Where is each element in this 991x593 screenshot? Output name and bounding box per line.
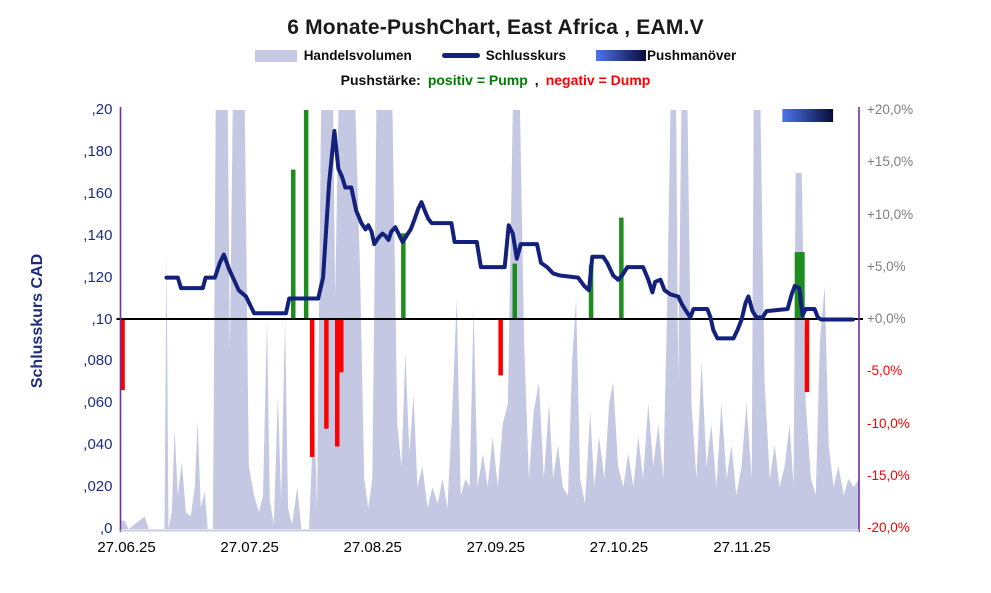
right-axis-tick-label: -10,0% — [867, 415, 910, 431]
left-axis-tick-label: ,20 — [91, 101, 113, 118]
x-axis-tick-label: 27.09.25 — [466, 539, 525, 556]
page-title: 6 Monate-PushChart, East Africa , EAM.V — [287, 16, 704, 39]
left-axis-tick-label: ,080 — [83, 352, 113, 370]
dump-bar — [335, 320, 340, 447]
dump-label: negativ = Dump — [545, 72, 651, 88]
left-axis-tick-label: ,160 — [83, 184, 113, 202]
left-axis-tick-label: ,180 — [83, 142, 113, 160]
x-axis-tick-label: 27.10.25 — [589, 539, 649, 556]
x-axis-tick-label: 27.11.25 — [713, 539, 771, 556]
x-axis-tick-label: 27.08.25 — [343, 539, 402, 556]
right-axis-tick-label: +15,0% — [867, 154, 914, 170]
volume-area — [120, 110, 859, 529]
legend-close-label: Schlusskurs — [485, 48, 567, 63]
pump-bar — [512, 263, 517, 319]
left-axis-tick-label: ,10 — [91, 310, 113, 328]
legend-item-close: Schlusskurs — [441, 48, 567, 63]
right-axis-tick-label: +10,0% — [867, 206, 914, 222]
volume-swatch-icon — [254, 49, 297, 62]
left-axis-tick-label: ,040 — [83, 436, 113, 454]
push-strength-prefix: Pushstärke: — [340, 72, 421, 88]
x-axis-tick-label: 27.06.25 — [97, 539, 156, 556]
dump-bar — [309, 320, 315, 457]
dump-bar — [804, 320, 810, 393]
push-gradient-swatch-icon — [596, 50, 647, 61]
legend: Handelsvolumen Schlusskurs Pushmanöver — [0, 48, 991, 63]
dump-bar — [339, 320, 344, 373]
x-axis-tick-label: 27.07.25 — [220, 539, 279, 556]
left-axis-tick-label: ,140 — [83, 226, 113, 244]
right-axis-tick-label: -5,0% — [867, 363, 903, 379]
legend-item-push: Pushmanöver — [596, 48, 736, 63]
dump-bar — [120, 320, 125, 391]
close-price-line — [164, 129, 855, 341]
right-axis-tick-label: -15,0% — [867, 467, 910, 483]
right-axis-tick-label: +5,0% — [867, 258, 906, 274]
close-line-swatch-icon — [441, 53, 480, 58]
pump-label: positiv = Pump — [427, 72, 528, 88]
push-marker — [782, 109, 834, 122]
pump-bar — [303, 110, 309, 319]
right-axis-tick-label: -20,0% — [867, 520, 910, 535]
pump-bar — [401, 233, 406, 319]
pump-bar — [794, 252, 805, 319]
left-axis-tick-label: ,020 — [83, 478, 113, 496]
legend-push-label: Pushmanöver — [647, 48, 737, 63]
pump-bar — [588, 264, 594, 319]
push-strength-legend: Pushstärke: positiv = Pump, negativ = Du… — [0, 72, 991, 88]
legend-volume-label: Handelsvolumen — [303, 48, 412, 63]
comma: , — [534, 72, 539, 88]
pump-bar — [619, 217, 624, 319]
dump-bar — [324, 320, 329, 429]
right-axis-tick-label: +20,0% — [867, 102, 914, 117]
pump-bar — [291, 169, 296, 319]
right-axis-tick-label: +0,0% — [867, 311, 906, 326]
dump-bar — [498, 320, 503, 376]
left-axis-tick-label: ,0 — [99, 520, 113, 537]
left-axis-tick-label: ,060 — [83, 394, 113, 412]
legend-item-volume: Handelsvolumen — [254, 48, 412, 63]
left-axis-tick-label: ,120 — [83, 268, 113, 286]
